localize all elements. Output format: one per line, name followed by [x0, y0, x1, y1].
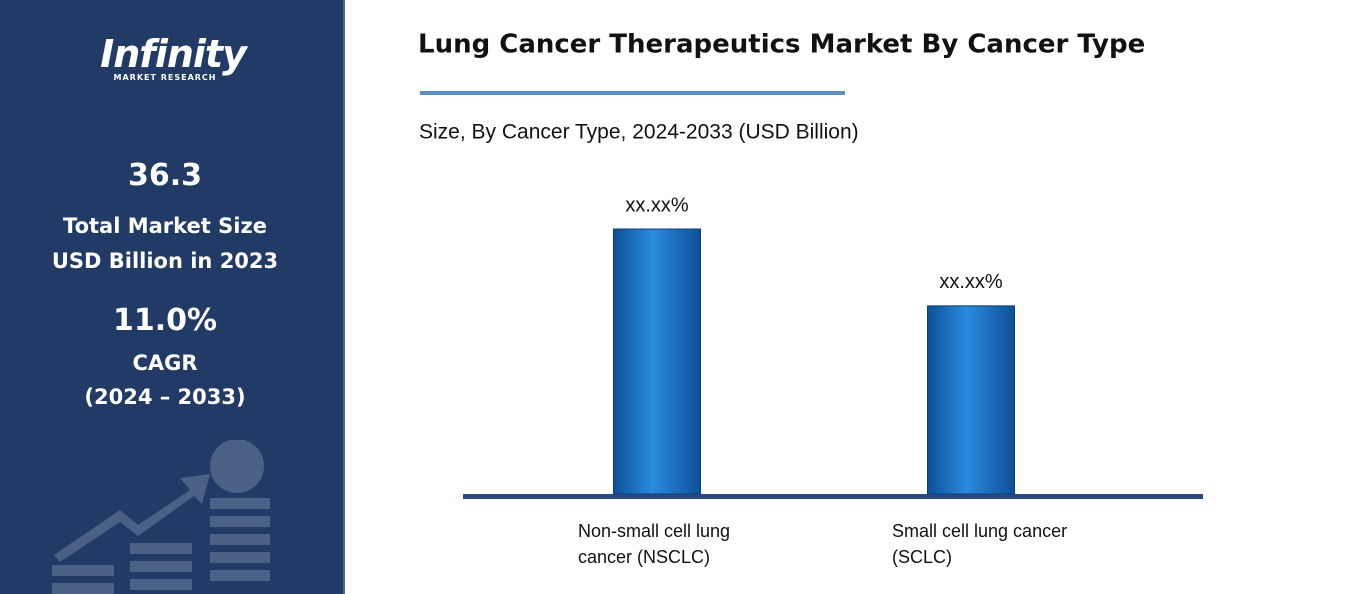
market-size-label: Total Market Size — [63, 214, 267, 238]
market-size-unit: USD Billion in 2023 — [51, 249, 279, 273]
x-tick-label: Non-small cell lung cancer (NSCLC) — [578, 521, 731, 567]
bar — [613, 228, 701, 495]
chart-subtitle: Size, By Cancer Type, 2024-2033 (USD Bil… — [419, 121, 859, 144]
x-tick-label: Small cell lung cancer (SCLC) — [892, 521, 1068, 567]
chart-title: Lung Cancer Therapeutics Market By Cance… — [418, 30, 1145, 60]
cagr: 11.0% — [112, 303, 218, 338]
cagr-label: CAGR — [132, 351, 198, 375]
x-axis — [463, 494, 1203, 499]
value-label: xx.xx% — [939, 271, 1003, 293]
chart: Lung Cancer Therapeutics Market By Cance… — [418, 30, 1203, 499]
logo-tagline: MARKET RESEARCH — [113, 73, 217, 82]
sidebar: Infinity MARKET RESEARCH 36.3 Total Mark… — [0, 0, 345, 594]
bar — [927, 305, 1015, 495]
growth-icon — [52, 440, 270, 594]
value-label: xx.xx% — [625, 194, 689, 216]
logo-name: Infinity — [100, 32, 247, 76]
cagr-period: (2024 – 2033) — [84, 385, 246, 409]
title-underline — [420, 91, 845, 95]
market-size: 36.3 — [127, 158, 203, 193]
